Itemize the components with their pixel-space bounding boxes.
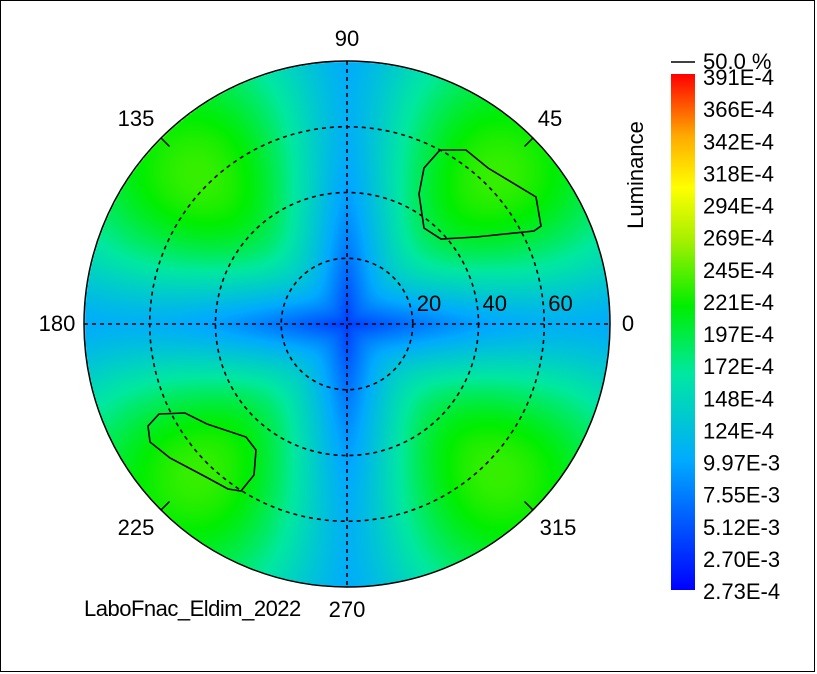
colorbar-tick-7: 221E-4 <box>703 290 774 315</box>
angle-label-45: 45 <box>538 106 562 131</box>
tick-135 <box>160 137 171 148</box>
contour-line-upper-right <box>418 149 542 240</box>
colorbar-tick-12: 9.97E-3 <box>703 451 780 476</box>
colorbar-tick-6: 245E-4 <box>703 258 774 283</box>
axis-labels: 0 45 90 135 180 225 270 315 20 40 60 <box>39 26 634 622</box>
colorbar <box>671 74 695 590</box>
angle-label-270: 270 <box>329 597 366 622</box>
colorbar-tick-2: 342E-4 <box>703 129 774 154</box>
colorbar-tick-9: 172E-4 <box>703 354 774 379</box>
contour-line-lower-left <box>147 412 257 492</box>
radial-label-40: 40 <box>483 291 507 316</box>
angle-ticks <box>160 137 534 511</box>
angle-label-315: 315 <box>540 515 577 540</box>
angle-label-135: 135 <box>118 106 155 131</box>
tick-225 <box>160 500 171 511</box>
angle-label-225: 225 <box>118 515 155 540</box>
angle-label-90: 90 <box>335 26 359 51</box>
colorbar-tick-4: 294E-4 <box>703 194 774 219</box>
luminance-heatmap <box>84 61 610 587</box>
colorbar-title: Luminance <box>623 121 648 229</box>
tick-315 <box>523 500 534 511</box>
colorbar-tick-0: 391E-4 <box>703 65 774 90</box>
colorbar-tick-11: 124E-4 <box>703 418 774 443</box>
radial-label-60: 60 <box>548 291 572 316</box>
footer-caption: LaboFnac_Eldim_2022 <box>84 596 301 621</box>
colorbar-tick-8: 197E-4 <box>703 322 774 347</box>
colorbar-tick-1: 366E-4 <box>703 97 774 122</box>
colorbar-tick-14: 5.12E-3 <box>703 515 780 540</box>
tick-45 <box>523 137 534 148</box>
colorbar-tick-16: 2.73E-4 <box>703 579 780 604</box>
contour-50-percent <box>147 149 542 492</box>
colorbar-tick-3: 318E-4 <box>703 161 774 186</box>
contour-legend-label: 50.0 % <box>703 49 772 74</box>
radial-label-20: 20 <box>417 291 441 316</box>
colorbar-tick-10: 148E-4 <box>703 386 774 411</box>
angle-label-180: 180 <box>39 311 76 336</box>
colorbar-tick-labels: 391E-4 366E-4 342E-4 318E-4 294E-4 269E-4 245E… <box>703 65 780 604</box>
colorbar-tick-5: 269E-4 <box>703 226 774 251</box>
angle-label-0: 0 <box>622 311 634 336</box>
polar-grid <box>84 61 610 587</box>
colorbar-tick-13: 7.55E-3 <box>703 483 780 508</box>
colorbar-tick-15: 2.70E-3 <box>703 547 780 572</box>
